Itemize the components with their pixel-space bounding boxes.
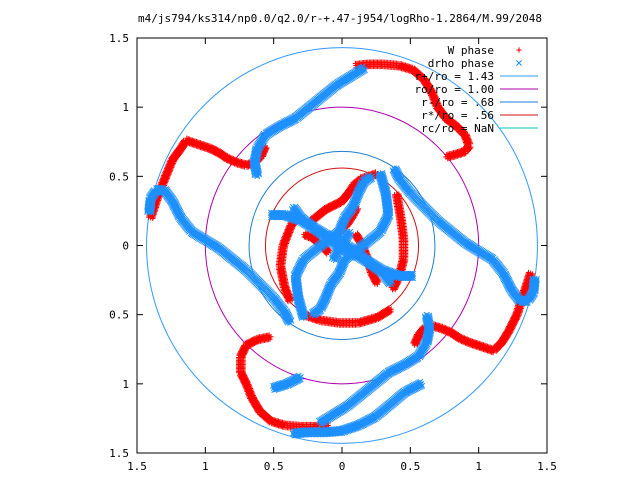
data-point bbox=[388, 306, 394, 312]
data-point bbox=[374, 281, 381, 287]
data-point bbox=[389, 287, 396, 293]
data-point bbox=[301, 231, 307, 238]
data-points bbox=[144, 59, 540, 439]
data-point bbox=[411, 342, 418, 348]
chart-title: m4/js794/ks314/np0.0/q2.0/r-+.47-j954/lo… bbox=[138, 12, 542, 25]
circle-rro bbox=[248, 150, 436, 341]
circle-roro bbox=[204, 106, 480, 385]
circle-rro bbox=[146, 47, 538, 444]
